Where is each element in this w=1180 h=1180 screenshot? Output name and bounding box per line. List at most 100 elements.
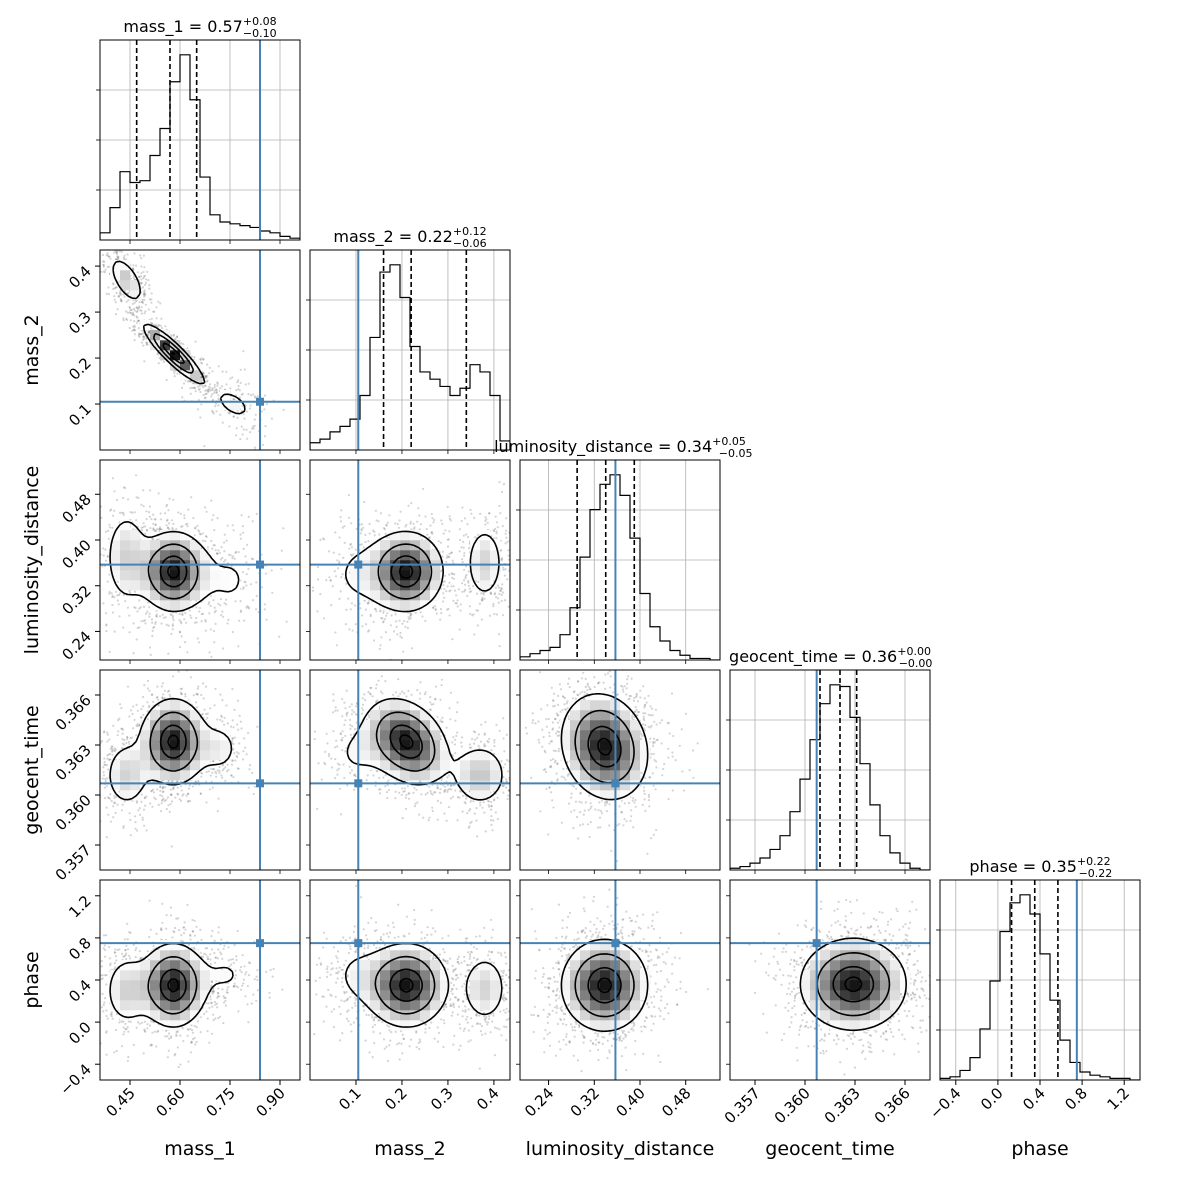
sample-point [450, 551, 453, 554]
sample-point [204, 384, 207, 388]
contour-level-1 [152, 332, 195, 374]
sample-point [115, 258, 118, 261]
sample-point [211, 518, 214, 522]
sample-point [305, 609, 307, 611]
sample-point [214, 402, 218, 405]
sample-point [123, 258, 126, 261]
sample-point [282, 527, 285, 530]
sample-point [263, 394, 266, 397]
sample-point [431, 517, 434, 520]
sample-point [250, 557, 253, 560]
sample-point [145, 343, 148, 346]
sample-point [251, 425, 255, 428]
sample-point [108, 650, 111, 654]
sample-point [470, 512, 473, 515]
sample-point [325, 579, 328, 582]
density-cell [220, 570, 231, 581]
sample-point [156, 528, 159, 531]
sample-point [271, 591, 274, 594]
sample-point [432, 606, 435, 609]
sample-point [263, 435, 266, 438]
sample-point [132, 329, 135, 332]
sample-point [133, 252, 136, 255]
sample-point [197, 641, 201, 644]
sample-point [142, 619, 145, 623]
sample-point [261, 443, 264, 446]
sample-point [447, 538, 450, 541]
sample-point [140, 332, 143, 336]
sample-point [213, 629, 216, 633]
sample-point [150, 317, 153, 320]
sample-point [159, 302, 162, 305]
panel-content [310, 460, 510, 660]
sample-point [211, 409, 214, 412]
sample-point [494, 515, 497, 518]
density-cell [120, 540, 131, 551]
sample-point [394, 613, 397, 616]
sample-point [172, 786, 175, 790]
density-cell [400, 590, 411, 601]
density-cell [130, 290, 141, 301]
sample-point [228, 553, 231, 556]
sample-point [142, 293, 145, 296]
sample-point [176, 372, 179, 375]
sample-point [226, 622, 229, 625]
sample-point [143, 292, 146, 295]
sample-point [210, 655, 213, 659]
contour-level-3 [166, 564, 180, 579]
sample-point [233, 708, 236, 712]
sample-point [143, 293, 146, 296]
sample-point [247, 606, 250, 609]
contour-level-1 [147, 543, 199, 600]
sample-point [104, 559, 108, 562]
sample-point [245, 606, 248, 609]
sample-point [489, 592, 492, 595]
sample-point [233, 557, 236, 560]
sample-point [127, 299, 130, 302]
density-cell [110, 570, 121, 581]
sample-point [502, 483, 506, 486]
sample-point [206, 546, 209, 549]
sample-point [237, 388, 240, 391]
sample-point [409, 612, 412, 615]
sample-point [187, 508, 190, 511]
sample-point [442, 592, 445, 595]
sample-point [337, 567, 340, 570]
sample-point [211, 547, 214, 550]
sample-point [137, 332, 141, 335]
sample-point [181, 613, 184, 616]
sample-point [215, 410, 218, 413]
sample-point [204, 506, 207, 509]
density-cell [430, 550, 441, 561]
sample-point [498, 504, 501, 508]
sample-point [437, 540, 440, 543]
sample-point [131, 267, 134, 270]
density-cell [410, 570, 421, 581]
sample-point [196, 524, 199, 527]
density-cell [170, 360, 181, 371]
sample-point [404, 625, 407, 629]
sample-point [494, 586, 497, 590]
sample-point [243, 368, 246, 371]
grid [310, 250, 510, 450]
density-cell [200, 550, 211, 561]
sample-point [138, 599, 141, 602]
sample-point [240, 514, 243, 517]
sample-point [409, 617, 412, 620]
sample-point [170, 334, 173, 337]
sample-point [492, 605, 495, 608]
sample-point [419, 611, 422, 614]
title-plus: +0.22 [1077, 855, 1111, 868]
sample-point [174, 337, 177, 340]
sample-point [110, 592, 113, 595]
sample-point [211, 388, 214, 392]
sample-point [171, 615, 175, 618]
density-cell [410, 590, 421, 601]
sample-point [207, 603, 210, 606]
sample-point [182, 382, 186, 385]
sample-point [131, 313, 134, 316]
density-cell [230, 580, 241, 591]
sample-point [349, 542, 352, 546]
sample-point [250, 427, 254, 430]
sample-point [211, 387, 214, 390]
